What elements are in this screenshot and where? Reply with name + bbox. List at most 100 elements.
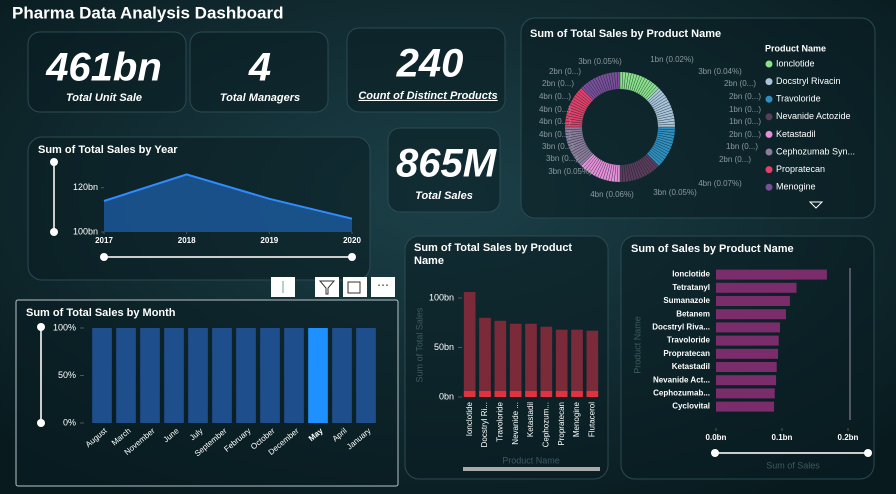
ring-texture [587, 82, 598, 97]
bar [716, 335, 779, 346]
donut-slice [646, 127, 675, 166]
card-label: Count of Distinct Products [358, 90, 497, 102]
slider-handle[interactable] [50, 228, 58, 236]
expand-button[interactable] [343, 277, 367, 297]
more-button[interactable] [371, 277, 395, 297]
x-tick-label: 2017 [95, 236, 113, 245]
bar [494, 320, 507, 397]
bar [164, 328, 184, 423]
ring-texture [651, 147, 667, 158]
x-tick-label: Cephozum... [541, 402, 550, 447]
bar [716, 282, 797, 293]
ring-texture [649, 150, 663, 162]
ring-texture [594, 77, 603, 94]
ring-texture [627, 73, 632, 90]
slider-handle[interactable] [348, 253, 356, 261]
data-label: 4bn (0...) [539, 105, 571, 114]
dashboard-title: Pharma Data Analysis Dashboard [12, 3, 283, 22]
bar [92, 328, 112, 423]
x-tick-label: 0.1bn [772, 433, 793, 442]
ring-texture [565, 130, 583, 133]
legend-label: Menogine [776, 182, 816, 192]
ring-texture [589, 80, 600, 96]
legend-swatch [765, 113, 773, 121]
ring-texture [643, 156, 655, 170]
ring-texture [656, 109, 673, 116]
card-value: 461bn [45, 46, 162, 90]
x-tick-label: Menogine [572, 401, 581, 437]
ring-texture [645, 155, 657, 169]
y-tick-label: Tetratanyl [672, 283, 710, 292]
bar [716, 348, 779, 359]
x-tick-label: 0.2bn [838, 433, 859, 442]
slider-handle[interactable] [37, 323, 45, 331]
bar [716, 309, 786, 320]
donut-slice [620, 153, 659, 182]
chart-title: Sum of Total Sales by Month [26, 307, 176, 319]
slider-handle[interactable] [864, 449, 872, 457]
ring-texture [651, 96, 667, 107]
ring-texture [649, 92, 663, 104]
chart-title: Sum of Total Sales by Product Name [530, 28, 721, 40]
ring-texture [657, 121, 675, 124]
card-label: Total Managers [220, 92, 300, 104]
ring-texture [629, 73, 635, 91]
ring-texture [577, 92, 591, 104]
ring-texture [566, 112, 584, 118]
bar [716, 269, 827, 280]
data-label: 4bn (0.06%) [590, 190, 634, 199]
toolbar: ⋯ [271, 277, 395, 297]
y-tick-label: Ionclotide [672, 270, 710, 279]
ring-texture [643, 84, 655, 98]
axis-title: Sum of Total Sales [414, 307, 424, 382]
legend-label: Ketastadil [776, 129, 816, 139]
bar [140, 328, 160, 423]
ring-texture [566, 115, 583, 120]
ring-texture [602, 163, 609, 180]
slider-handle[interactable] [100, 253, 108, 261]
data-label: 2bn (0...) [729, 92, 761, 101]
ring-texture [645, 85, 657, 99]
ring-texture [600, 162, 607, 179]
ring-texture [648, 90, 662, 102]
legend-swatch [765, 95, 773, 103]
card-value: 240 [396, 42, 464, 86]
donut-slice [565, 88, 594, 127]
data-label: 3bn (0...) [546, 154, 578, 163]
bar [188, 328, 208, 423]
legend-swatch [765, 60, 773, 68]
card [387, 127, 501, 213]
ring-texture [623, 72, 626, 90]
ring-texture [575, 94, 590, 105]
slider-handle[interactable] [37, 419, 45, 427]
ring-texture [655, 140, 672, 147]
data-label: 4bn (0.07%) [698, 179, 742, 188]
bar-base [571, 391, 583, 397]
ring-texture [566, 134, 583, 139]
bar [479, 317, 491, 397]
bar [716, 388, 775, 399]
donut-slice [620, 72, 659, 101]
ring-texture [640, 158, 651, 174]
y-tick-label: Nevanide Act... [653, 375, 710, 384]
ring-texture [635, 76, 643, 93]
ring-texture [653, 144, 670, 153]
ring-texture [652, 99, 668, 109]
card-label: Total Unit Sale [66, 92, 142, 104]
ring-texture [616, 72, 619, 90]
slider-handle[interactable] [711, 449, 719, 457]
y-tick-label: 100bn [73, 226, 98, 236]
x-tick-label: 2018 [178, 236, 196, 245]
ring-texture [572, 145, 588, 155]
bar-base [494, 391, 507, 397]
ring-texture [614, 72, 617, 90]
ring-texture [633, 75, 640, 92]
ring-texture [611, 72, 615, 90]
legend-more[interactable] [808, 201, 824, 209]
slider-handle[interactable] [50, 158, 58, 166]
x-tick-label: Ionclotide [465, 401, 474, 436]
ring-texture [605, 73, 611, 91]
ring-texture [580, 87, 594, 101]
ring-texture [657, 134, 674, 139]
